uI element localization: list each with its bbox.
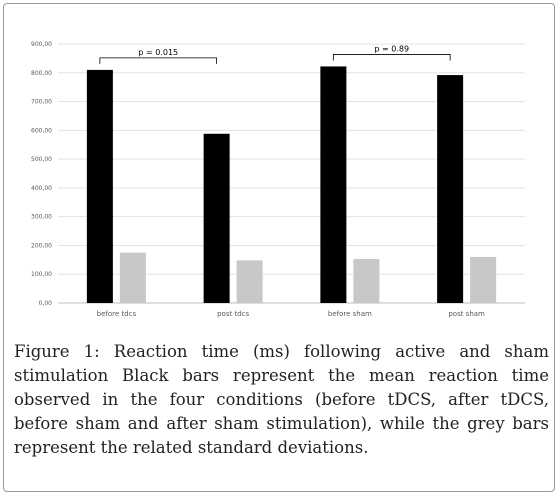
significance-annotations: p = 0.015 p = 0.89 [99, 44, 451, 64]
y-tick-label: 900,00 [31, 41, 52, 48]
caption-lead: Figure 1: [14, 342, 100, 361]
significance-bracket [99, 57, 218, 64]
x-axis-categories: before tdcs post tdcs before sham post sham [97, 310, 485, 318]
y-tick-label: 200,00 [31, 242, 52, 249]
bar-mean [437, 75, 464, 303]
significance-label: p = 0.015 [138, 48, 178, 57]
y-tick-label: 400,00 [31, 185, 52, 192]
y-tick-label: 100,00 [31, 271, 52, 278]
y-tick-label: 700,00 [31, 99, 52, 106]
y-tick-label: 600,00 [31, 127, 52, 134]
y-axis-ticks: 0,00 100,00 200,00 300,00 400,00 500,00 600,00… [31, 41, 52, 307]
figure-caption: Figure 1: Reaction time (ms) following a… [14, 340, 549, 460]
bar-sd [470, 256, 497, 303]
bar-sd [353, 258, 380, 303]
bar-mean [320, 66, 347, 304]
significance-bracket [332, 54, 451, 61]
y-tick-label: 500,00 [31, 156, 52, 163]
significance-label: p = 0.89 [374, 44, 409, 53]
bar-sd [119, 252, 146, 303]
bars [86, 66, 497, 304]
bar-mean [86, 69, 113, 304]
bar-chart: 0,00 100,00 200,00 300,00 400,00 500,00 600,00… [31, 41, 525, 318]
bar-mean [203, 133, 230, 303]
bar-sd [236, 260, 263, 303]
x-category-label: before sham [328, 310, 372, 318]
x-category-label: post tdcs [217, 310, 249, 318]
y-tick-label: 300,00 [31, 214, 52, 221]
x-category-label: post sham [448, 310, 485, 318]
y-tick-label: 800,00 [31, 70, 52, 77]
caption-text: Reaction time (ms) following active and … [14, 342, 549, 457]
x-category-label: before tdcs [97, 310, 137, 318]
y-tick-label: 0,00 [39, 300, 53, 307]
